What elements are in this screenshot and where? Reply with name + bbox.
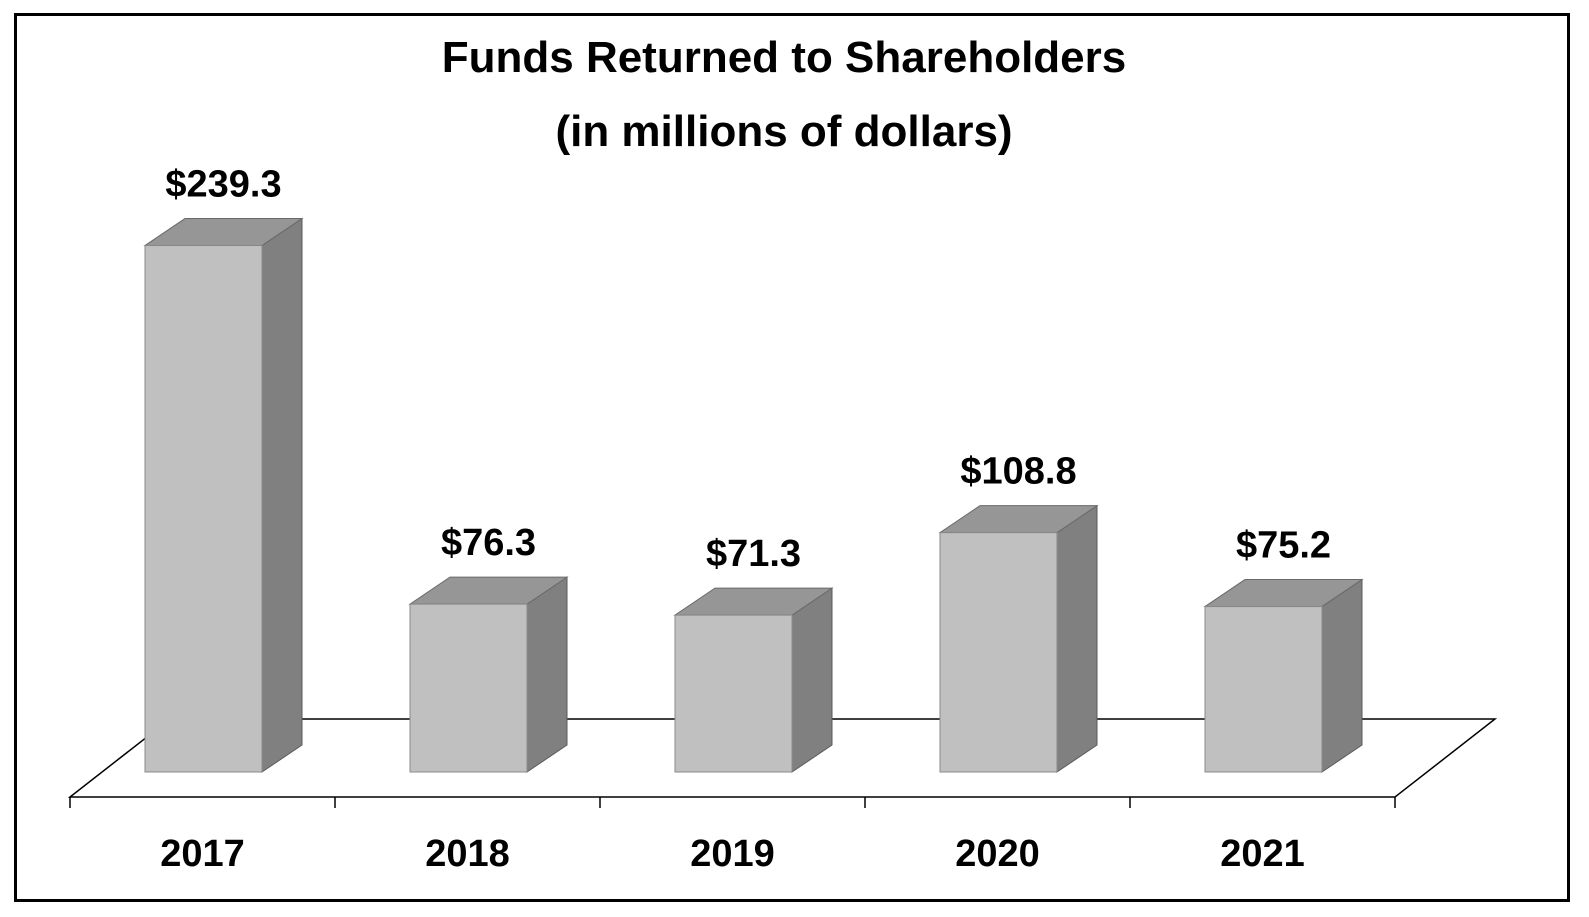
bar-2019 xyxy=(673,587,834,773)
value-labels-group: $239.3 $76.3 $71.3 $108.8 $75.2 xyxy=(165,164,1331,576)
category-labels-group: 2017 2018 2019 2020 2021 xyxy=(160,833,1305,875)
bar-side-face xyxy=(1321,578,1363,773)
bar-side-face xyxy=(791,587,833,773)
bar-2021 xyxy=(1203,578,1364,773)
value-label-2019: $71.3 xyxy=(706,533,801,575)
category-label-2017: 2017 xyxy=(160,833,245,875)
x-axis-ticks xyxy=(69,797,1396,808)
bar-2020 xyxy=(938,504,1099,773)
bar-front-face xyxy=(939,532,1058,773)
chart-subtitle: (in millions of dollars) xyxy=(555,107,1012,156)
bar-side-face xyxy=(1056,504,1098,773)
bars-group xyxy=(143,217,1364,773)
bar-front-face xyxy=(674,614,793,773)
chart-title: Funds Returned to Shareholders xyxy=(442,33,1127,82)
bar-front-face xyxy=(1204,606,1323,773)
bar-side-face xyxy=(526,576,568,773)
bar-side-face xyxy=(261,217,303,773)
value-label-2017: $239.3 xyxy=(165,164,281,206)
category-label-2018: 2018 xyxy=(425,833,510,875)
category-label-2021: 2021 xyxy=(1220,833,1305,875)
bar-front-face xyxy=(409,603,528,773)
bar-2017 xyxy=(143,217,304,773)
value-label-2018: $76.3 xyxy=(441,522,536,564)
category-label-2020: 2020 xyxy=(955,833,1040,875)
category-label-2019: 2019 xyxy=(690,833,775,875)
bar-front-face xyxy=(144,245,263,773)
value-label-2020: $108.8 xyxy=(960,451,1076,493)
value-label-2021: $75.2 xyxy=(1236,525,1331,567)
bar-2018 xyxy=(408,576,569,773)
